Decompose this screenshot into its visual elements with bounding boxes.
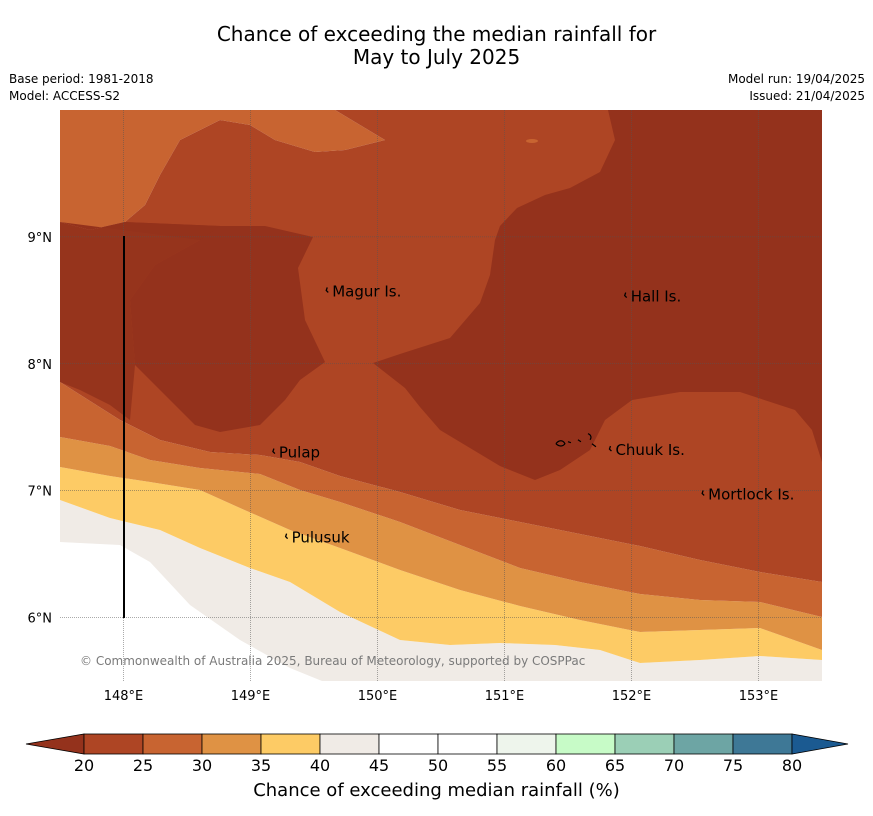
island-mark — [608, 445, 612, 452]
colorbar-high-extension — [791, 733, 849, 755]
colorbar-tick-label: 35 — [251, 756, 271, 775]
island-mark — [272, 448, 276, 455]
lat-tick-label: 7°N — [28, 485, 53, 500]
meta-left: Base period: 1981-2018 Model: ACCESS-S2 — [9, 71, 154, 105]
colorbar-tick-label: 75 — [723, 756, 743, 775]
latitude-labels: 9°N 8°N 7°N 6°N — [28, 231, 53, 627]
model-run: Model run: 19/04/2025 — [727, 72, 865, 86]
rainfall-regions — [60, 110, 822, 681]
place-label: Pulusuk — [292, 529, 350, 547]
place-label: Chuuk Is. — [615, 441, 684, 459]
colorbar-segment — [437, 733, 498, 755]
colorbar-segment — [555, 733, 616, 755]
colorbar-segment — [732, 733, 793, 755]
region-25-30-top — [60, 110, 385, 230]
base-period: Base period: 1981-2018 — [9, 72, 154, 86]
meta-right: Model run: 19/04/2025 Issued: 21/04/2025 — [728, 71, 865, 105]
place-label: Mortlock Is. — [708, 485, 794, 503]
colorbar-segment — [673, 733, 734, 755]
model-name: Model: ACCESS-S2 — [9, 89, 121, 103]
place-label: Hall Is. — [631, 288, 682, 306]
lon-tick-label: 152°E — [612, 689, 652, 704]
colorbar-tick-label: 30 — [192, 756, 212, 775]
lat-tick-label: 9°N — [28, 231, 53, 246]
region-below-20-east — [373, 110, 822, 480]
colorbar-segment — [378, 733, 439, 755]
colorbar-segment — [83, 733, 144, 755]
colorbar-label: Chance of exceeding median rainfall (%) — [253, 780, 620, 801]
lon-tick-label: 150°E — [358, 689, 398, 704]
colorbar-tick-label: 65 — [605, 756, 625, 775]
colorbar-tick-label: 25 — [133, 756, 153, 775]
colorbar-segment — [614, 733, 675, 755]
small-patch — [526, 139, 538, 143]
colorbar: 20 25 30 35 40 45 50 55 60 65 70 75 80 — [25, 733, 849, 775]
copyright-text: © Commonwealth of Australia 2025, Bureau… — [80, 654, 585, 668]
region-below-20-west — [60, 222, 325, 432]
lon-tick-label: 153°E — [739, 689, 779, 704]
colorbar-tick-label: 50 — [428, 756, 448, 775]
longitude-labels: 148°E 149°E 150°E 151°E 152°E 153°E — [104, 689, 779, 704]
islands — [272, 287, 705, 540]
lon-tick-label: 149°E — [231, 689, 271, 704]
lat-tick-label: 6°N — [28, 612, 53, 627]
lon-tick-label: 151°E — [485, 689, 525, 704]
colorbar-tick-label: 60 — [546, 756, 566, 775]
place-label: Magur Is. — [332, 282, 401, 300]
region-40-45 — [60, 500, 822, 681]
issued-date: Issued: 21/04/2025 — [749, 89, 865, 103]
colorbar-tick-label: 45 — [369, 756, 389, 775]
colorbar-segment — [201, 733, 262, 755]
colorbar-tick-label: 70 — [664, 756, 684, 775]
colorbar-tick-label: 55 — [487, 756, 507, 775]
colorbar-segment — [142, 733, 203, 755]
island-mark — [284, 533, 289, 540]
island-mark — [701, 490, 705, 496]
island-mark — [623, 292, 628, 298]
graticule — [60, 110, 822, 681]
colorbar-tick-label: 20 — [74, 756, 94, 775]
title-line-2: May to July 2025 — [352, 45, 521, 69]
island-mark — [325, 287, 329, 293]
title-line-1: Chance of exceeding the median rainfall … — [216, 22, 657, 46]
chuuk-lagoon-islands — [555, 433, 597, 448]
colorbar-segment — [260, 733, 321, 755]
region-below-20-north-west — [60, 222, 220, 420]
lon-tick-label: 148°E — [104, 689, 144, 704]
place-labels: Magur Is. Hall Is. Pulap Chuuk Is. Mortlock … — [279, 282, 794, 546]
lat-tick-label: 8°N — [28, 358, 53, 373]
place-label: Pulap — [279, 444, 320, 462]
colorbar-segment — [319, 733, 380, 755]
colorbar-low-extension — [25, 733, 85, 755]
colorbar-tick-label: 80 — [782, 756, 802, 775]
colorbar-tick-label: 40 — [310, 756, 330, 775]
colorbar-segment — [496, 733, 557, 755]
